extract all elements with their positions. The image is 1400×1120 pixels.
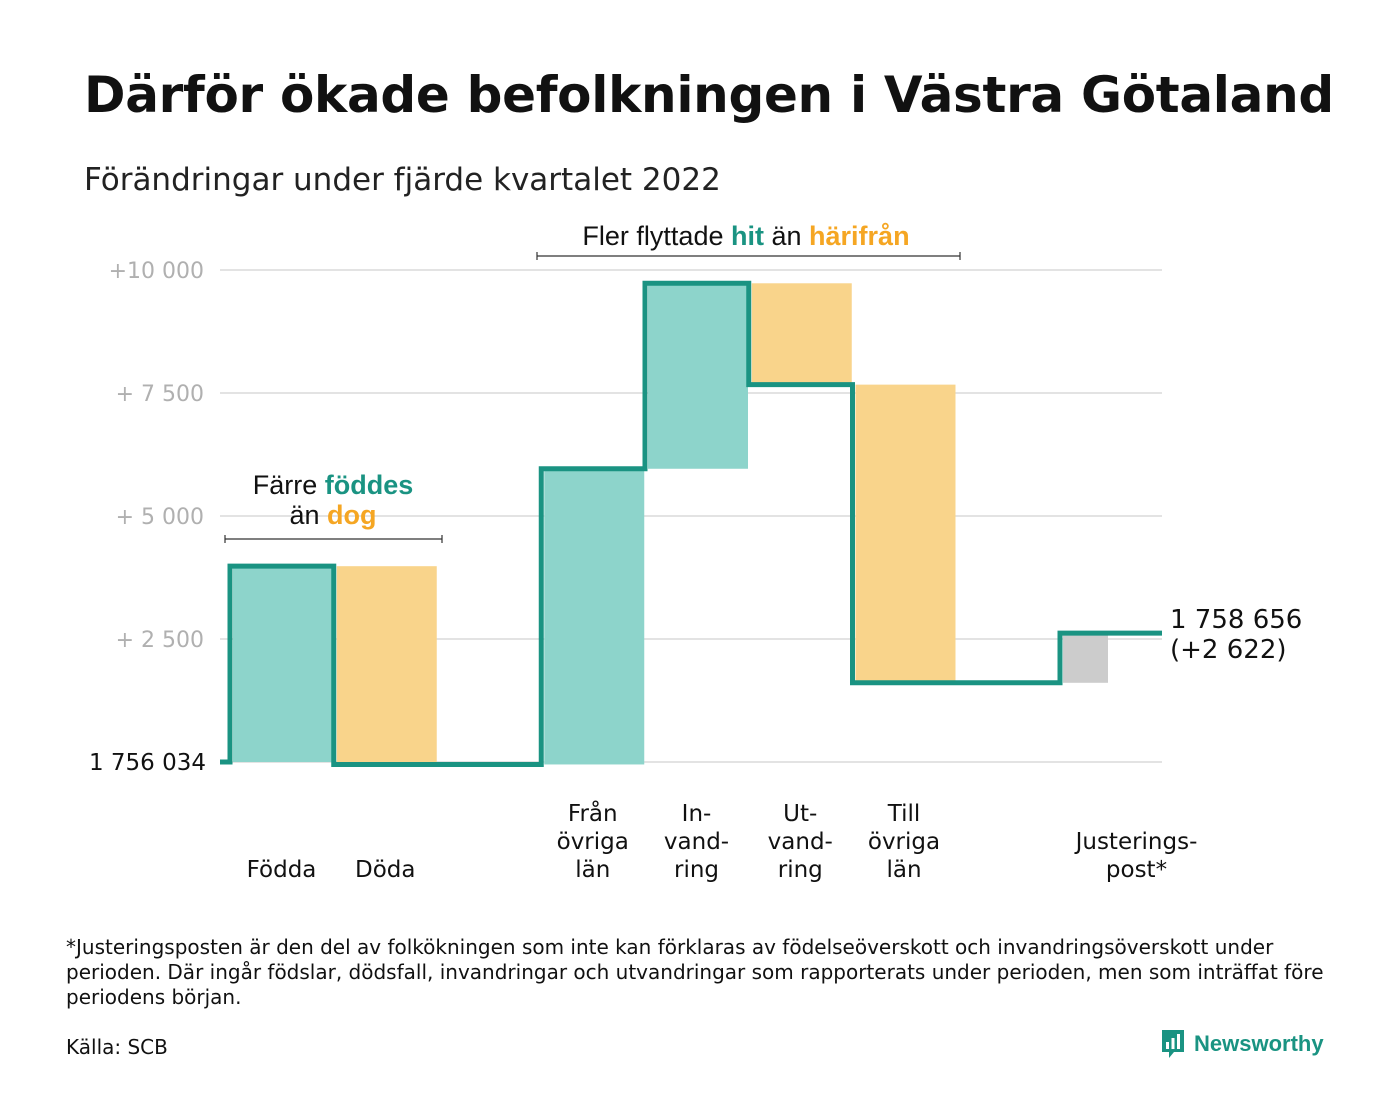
- start-value-label: 1 756 034: [89, 750, 206, 776]
- category-label: ring: [778, 857, 823, 883]
- bar: [544, 468, 645, 765]
- category-label: ring: [674, 857, 719, 883]
- bar: [751, 283, 852, 385]
- brand-logo: Newsworthy: [1160, 1026, 1324, 1062]
- category-label: län: [886, 857, 921, 883]
- annotation-births-deaths: Färre föddes: [253, 470, 414, 500]
- end-value-label: 1 758 656: [1170, 605, 1302, 635]
- chart-title: Därför ökade befolkningen i Västra Götal…: [84, 66, 1334, 124]
- y-tick-label: +10 000: [109, 259, 204, 284]
- source-note: Källa: SCB: [66, 1035, 168, 1059]
- cumulative-line: [220, 280, 1162, 767]
- bar: [233, 566, 333, 762]
- category-label: vand-: [768, 829, 833, 855]
- bar: [336, 566, 437, 765]
- end-change-label: (+2 622): [1170, 635, 1287, 665]
- category-label: Till: [887, 801, 921, 827]
- category-label: Döda: [355, 857, 415, 883]
- category-label: övriga: [557, 829, 629, 855]
- y-tick-label: + 2 500: [116, 628, 204, 653]
- waterfall-chart: + 2 500 + 5 000 + 7 500 +10 000 1 756 034 1 7…: [89, 221, 1302, 883]
- category-label: län: [575, 857, 610, 883]
- category-label: vand-: [664, 829, 729, 855]
- category-label: Justerings-: [1074, 829, 1198, 855]
- y-tick-label: + 7 500: [116, 382, 204, 407]
- bar: [855, 384, 956, 683]
- brand-name: Newsworthy: [1194, 1031, 1324, 1056]
- annotation-migration: Fler flyttade hit än härifrån: [582, 221, 909, 251]
- bar: [1063, 633, 1108, 683]
- category-label: Ut-: [783, 801, 817, 827]
- category-label: Födda: [247, 857, 317, 883]
- category-label: post*: [1106, 857, 1167, 883]
- newsworthy-logo-icon: [1162, 1030, 1184, 1058]
- chart-subtitle: Förändringar under fjärde kvartalet 2022: [84, 162, 721, 198]
- category-label: Från: [568, 799, 618, 827]
- category-label: In-: [682, 801, 712, 827]
- category-label: övriga: [868, 829, 940, 855]
- annotation-births-deaths: än dog: [289, 500, 376, 530]
- bar: [648, 283, 748, 469]
- footnote: *Justeringsposten är den del av folkökni…: [66, 935, 1324, 1009]
- y-tick-label: + 5 000: [116, 505, 204, 530]
